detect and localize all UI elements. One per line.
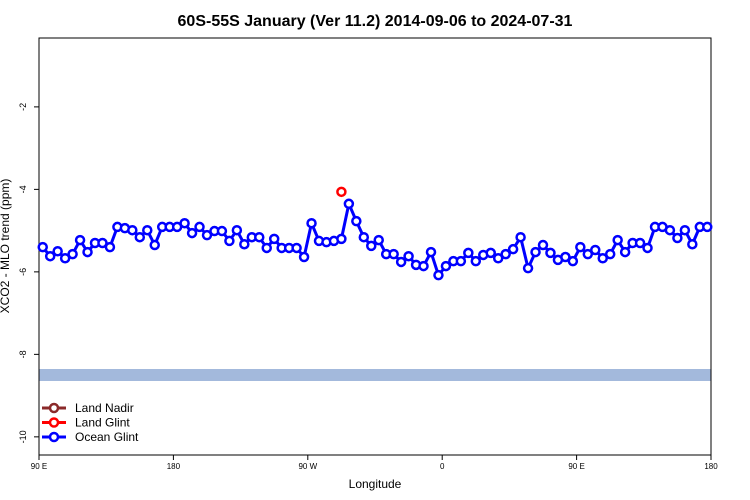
data-point (492, 253, 504, 264)
legend-marker (48, 402, 60, 414)
data-point (463, 247, 474, 259)
data-point (261, 242, 272, 254)
data-point (500, 248, 511, 260)
data-point (52, 245, 63, 257)
data-point (642, 242, 653, 254)
y-tick-label: -8 (18, 350, 28, 358)
data-point (619, 246, 631, 258)
data-point (298, 251, 310, 263)
data-point (59, 253, 71, 264)
data-point (239, 238, 250, 250)
legend-label: Land Glint (75, 416, 130, 430)
y-tick-label: -2 (18, 103, 28, 111)
data-point (254, 231, 265, 243)
data-point (142, 224, 153, 236)
data-point (37, 241, 48, 253)
data-point (425, 246, 437, 258)
data-point (672, 232, 683, 244)
data-point (179, 217, 190, 229)
legend-marker (48, 417, 60, 428)
data-point (455, 255, 467, 267)
x-tick-label: 0 (440, 462, 445, 471)
y-tick-label: -6 (18, 268, 28, 276)
data-point (373, 234, 384, 246)
legend-label: Land Nadir (75, 401, 134, 415)
x-tick-label: 90 W (298, 462, 317, 471)
data-point (515, 231, 526, 243)
data-point (395, 256, 407, 268)
data-point (201, 229, 213, 241)
y-axis-label: XCO2 - MLO trend (ppm) (0, 179, 12, 314)
x-tick-label: 90 E (568, 462, 584, 471)
data-point (291, 242, 302, 254)
data-point (97, 237, 108, 249)
x-tick-label: 180 (167, 462, 181, 471)
data-point (687, 238, 698, 250)
legend-marker (48, 431, 60, 443)
data-point (507, 243, 519, 255)
data-point (358, 231, 370, 243)
legend-label: Ocean Glint (75, 430, 139, 444)
data-point (440, 260, 452, 272)
chart-title: 60S-55S January (Ver 11.2) 2014-09-06 to… (178, 13, 573, 30)
data-point (44, 250, 56, 262)
x-tick-label: 90 E (31, 462, 47, 471)
data-point (268, 233, 280, 245)
data-point (388, 248, 399, 260)
data-point (582, 248, 594, 260)
data-point (216, 225, 228, 237)
data-point (336, 186, 347, 198)
data-point (104, 241, 116, 253)
data-point (560, 251, 571, 263)
data-point (186, 227, 198, 239)
data-point (612, 234, 623, 246)
data-point (418, 260, 429, 272)
data-point (664, 224, 676, 236)
data-point (702, 221, 713, 233)
data-point (530, 246, 541, 258)
data-point (485, 247, 496, 259)
data-point (194, 221, 205, 233)
data-point (597, 253, 608, 264)
data-point (343, 198, 355, 210)
data-point (522, 262, 534, 274)
data-point (351, 215, 362, 227)
data-point (470, 255, 482, 267)
data-point (306, 217, 317, 229)
data-point (134, 231, 146, 243)
data-point (604, 248, 616, 260)
data-point (82, 246, 93, 258)
data-point (224, 235, 235, 247)
data-point (149, 239, 160, 251)
data-point (634, 237, 646, 249)
data-point (127, 224, 138, 236)
data-point (366, 240, 377, 252)
data-point (545, 247, 556, 259)
data-point (403, 250, 414, 262)
data-point (231, 224, 243, 236)
data-point (679, 224, 691, 236)
data-point (433, 269, 444, 281)
data-point (575, 241, 586, 253)
data-point (537, 239, 549, 251)
x-axis-label: Longitude (349, 477, 402, 491)
x-tick-label: 180 (704, 462, 718, 471)
data-point (336, 233, 347, 245)
y-tick-label: -4 (18, 185, 28, 193)
land-band (39, 369, 711, 381)
data-point (590, 244, 601, 256)
data-point (567, 255, 579, 267)
data-point (74, 234, 86, 246)
y-tick-label: -10 (18, 430, 28, 443)
data-point (67, 248, 78, 260)
